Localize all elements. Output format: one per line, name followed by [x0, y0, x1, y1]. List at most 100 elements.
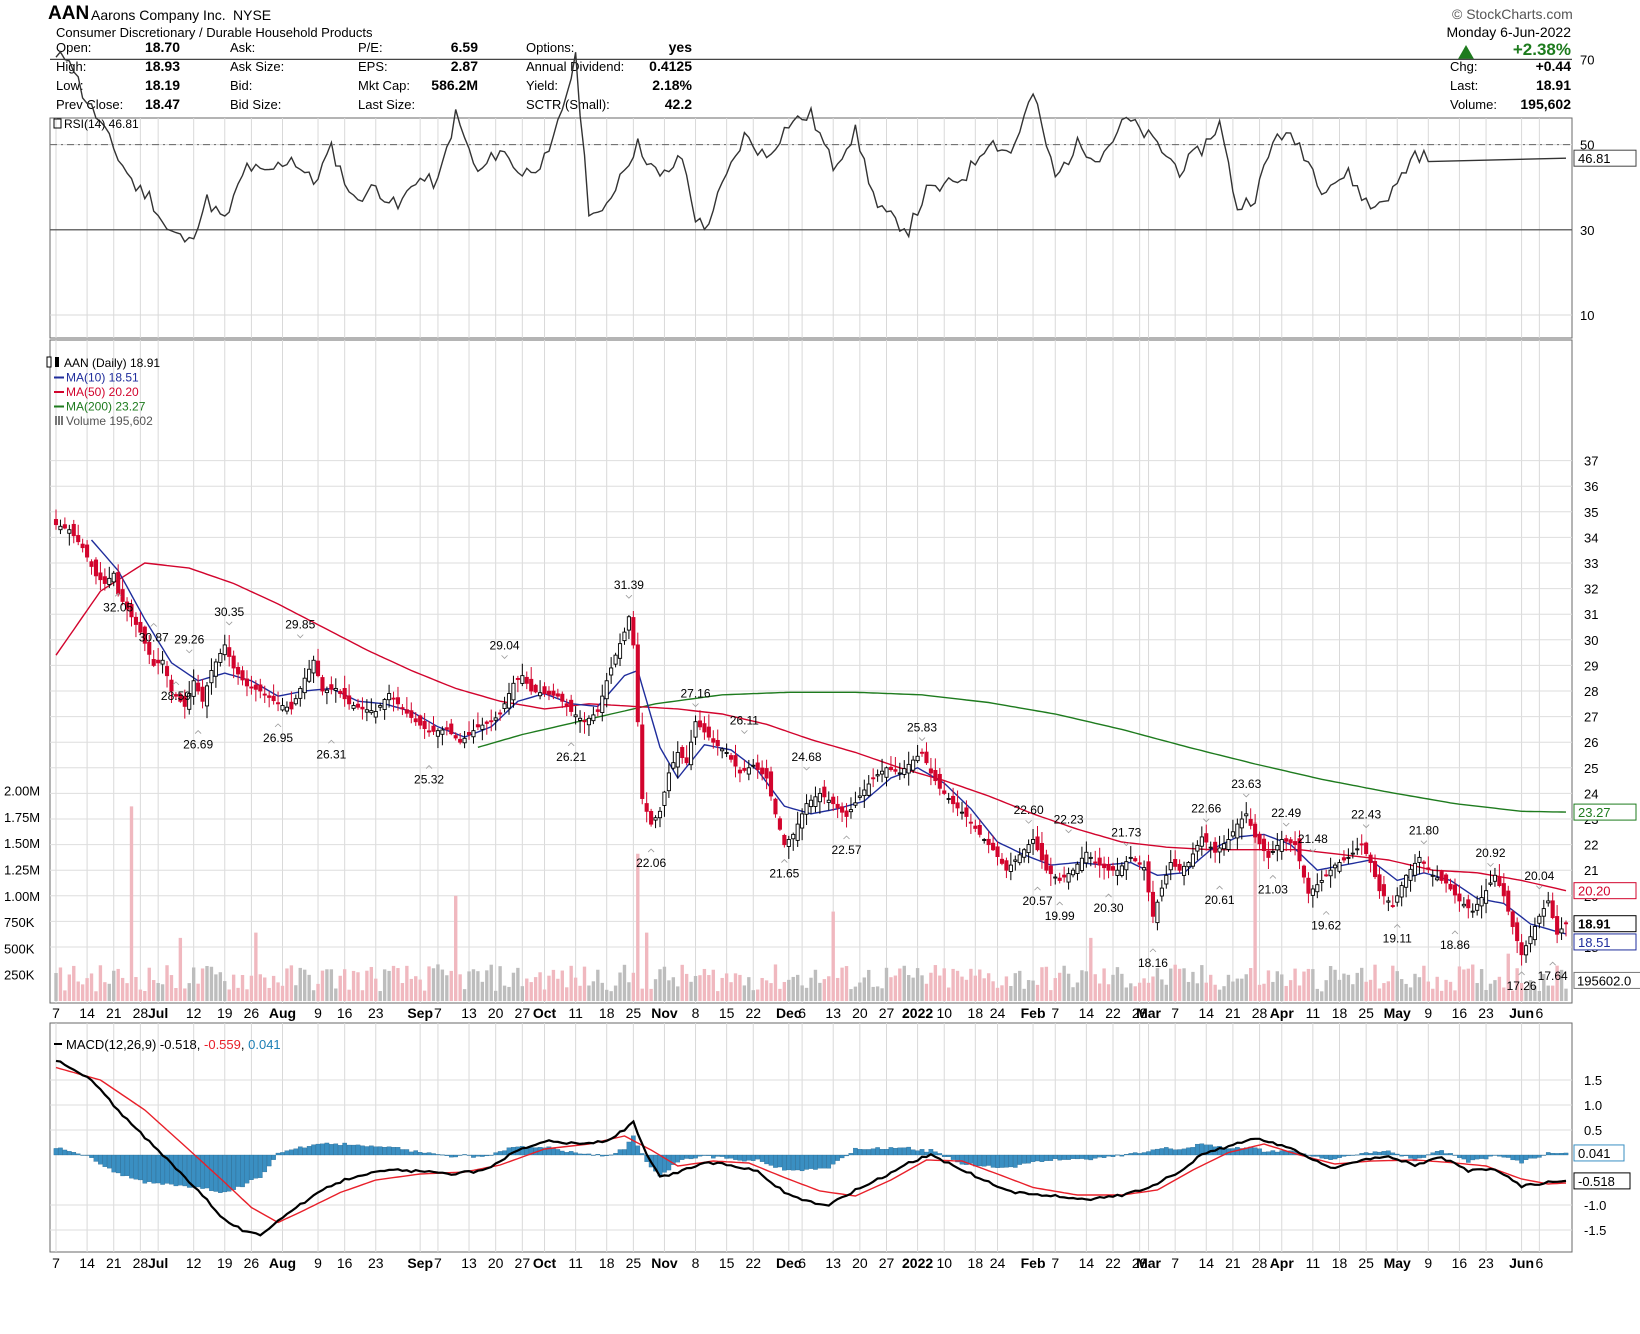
candle-body [1523, 945, 1529, 956]
macd-hist-last-box [1573, 1144, 1625, 1162]
price-tick-label: 27 [1584, 710, 1598, 725]
candle-body [1208, 846, 1213, 849]
volume-bar [1524, 988, 1528, 1001]
candle-body [626, 616, 631, 631]
volume-bar [1173, 964, 1177, 1001]
x-axis-label: 14 [1198, 1005, 1214, 1021]
price-annotation: 22.23 [1054, 813, 1084, 827]
annotation-tick [692, 703, 699, 708]
price-last-value-box [1573, 915, 1637, 933]
x-axis-label: 6 [1535, 1255, 1543, 1271]
macd-histogram-bar [933, 1151, 938, 1156]
macd-histogram-bar [941, 1154, 947, 1157]
volume-bar [1058, 972, 1062, 1001]
volume-bar [960, 976, 964, 1001]
macd-histogram-bar [315, 1143, 321, 1156]
macd-histogram-bar [795, 1154, 800, 1171]
candle-body [1515, 922, 1520, 942]
rsi-tick-label: 30 [1580, 223, 1594, 238]
macd-histogram-bar [1021, 1154, 1027, 1164]
volume-bar [995, 987, 1000, 1001]
volume-bar [1226, 974, 1231, 1001]
candle-body [1066, 873, 1071, 883]
volume-bar [1106, 984, 1111, 1001]
volume-bar [152, 980, 156, 1001]
candle-body [267, 695, 272, 698]
volume-bar [467, 971, 471, 1001]
candle-body [1435, 877, 1440, 881]
stat-label: P/E: [358, 39, 383, 55]
volume-bar [1542, 974, 1546, 1001]
macd-histogram-bar [1150, 1149, 1156, 1156]
candle-body [324, 689, 329, 694]
x-axis-label: 20 [488, 1005, 504, 1021]
volume-bar [702, 968, 707, 1001]
price-tick-label: 25 [1584, 761, 1598, 776]
macd-histogram-bar [595, 1154, 601, 1156]
volume-bar [1382, 983, 1386, 1001]
macd-histogram-bar [475, 1154, 481, 1157]
macd-histogram-bar [151, 1154, 156, 1184]
stat-label: EPS: [358, 58, 388, 74]
volume-bar [245, 989, 249, 1001]
volume-bar [1200, 965, 1204, 1001]
macd-histogram-bar [1510, 1154, 1515, 1161]
candle-body [1341, 857, 1346, 861]
macd-histogram-bar [826, 1154, 832, 1169]
macd-legend: MACD(12,26,9) -0.518, -0.559, 0.041 [66, 1037, 281, 1052]
volume-bar [178, 937, 183, 1001]
candle-body [866, 783, 871, 796]
x-axis-label: 16 [1452, 1255, 1468, 1271]
price-tick-label: 22 [1584, 838, 1598, 853]
macd-histogram-bar [448, 1154, 454, 1158]
volume-bar [94, 991, 98, 1001]
volume-bar [54, 973, 58, 1001]
price-annotation: 26.95 [263, 731, 293, 745]
volume-bar [356, 972, 360, 1001]
candle-body [1444, 874, 1449, 884]
x-axis-label: 2022 [902, 1255, 933, 1271]
candle-body [1035, 836, 1040, 851]
volume-bar [1493, 980, 1497, 1001]
macd-histogram-bar [1017, 1154, 1023, 1165]
price-legend: AAN (Daily) 18.91 [64, 356, 160, 370]
volume-bar [596, 969, 600, 1001]
macd-histogram-bar [764, 1154, 769, 1165]
macd-histogram-bar [693, 1154, 698, 1159]
x-axis-label: 12 [186, 1255, 202, 1271]
candle-body [1461, 903, 1466, 907]
volume-bar [1417, 977, 1422, 1001]
volume-bar [538, 972, 542, 1001]
candle-body [697, 720, 703, 728]
volume-bar [1213, 984, 1217, 1001]
volume-bar [676, 986, 680, 1001]
volume-bar [582, 966, 587, 1001]
volume-bar [649, 988, 653, 1001]
annotation-tick [1282, 822, 1290, 827]
volume-bar [529, 982, 533, 1001]
candle-body [1421, 861, 1426, 864]
candle-body [369, 710, 374, 714]
rsi-tick-label: 10 [1580, 308, 1594, 323]
ma200-last-value-box [1573, 803, 1637, 821]
candle-body [515, 678, 520, 680]
candle-body [813, 796, 818, 807]
x-axis-label: 20 [488, 1255, 504, 1271]
macd-histogram-bar [964, 1154, 969, 1165]
macd-histogram-bar [1030, 1154, 1036, 1162]
x-axis-label: 20 [852, 1255, 868, 1271]
candle-body [1386, 900, 1391, 903]
macd-histogram-bar [786, 1154, 792, 1171]
volume-bar [1031, 980, 1035, 1001]
candle-body [1484, 890, 1489, 904]
macd-histogram-bar [1066, 1154, 1071, 1160]
macd-histogram-bar [870, 1148, 876, 1156]
candle-body [453, 735, 458, 739]
candle-body [493, 717, 498, 721]
volume-bar [1120, 973, 1124, 1001]
macd-histogram-bar [1092, 1154, 1098, 1159]
volume-bar [63, 990, 67, 1001]
annotation-tick [328, 739, 335, 744]
volume-bar [249, 975, 254, 1001]
